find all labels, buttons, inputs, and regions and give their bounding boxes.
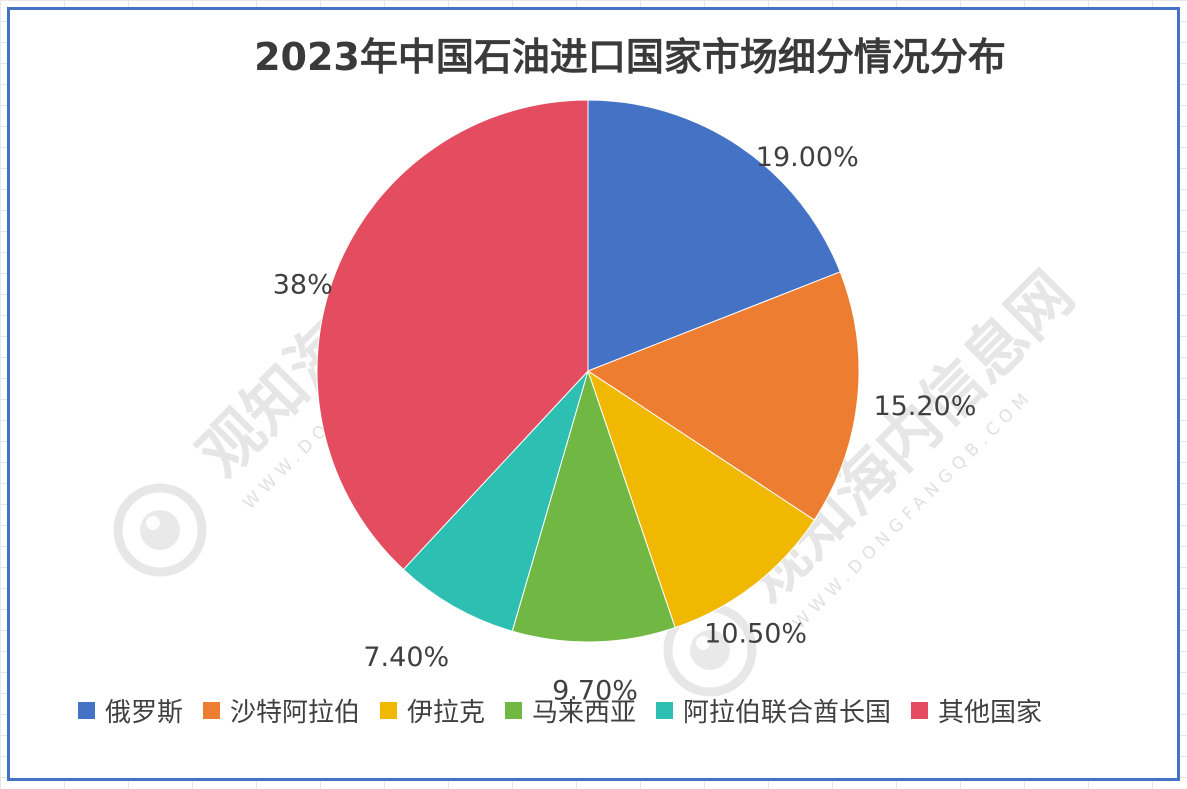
legend: 俄罗斯 沙特阿拉伯 伊拉克 马来西亚 阿拉伯联合酋长国 其他国家 bbox=[78, 698, 1042, 728]
pie-slice-6[interactable] bbox=[316, 99, 589, 571]
legend-label: 俄罗斯 bbox=[105, 698, 183, 728]
legend-label: 沙特阿拉伯 bbox=[230, 698, 360, 728]
pie-slice-1[interactable] bbox=[587, 99, 841, 372]
data-label-3: 10.50% bbox=[704, 619, 807, 650]
data-label-5: 7.40% bbox=[363, 642, 449, 673]
legend-item-4[interactable]: 马来西亚 bbox=[505, 698, 636, 728]
pie-chart: 观知海内信息网 WWW.DONGFANGQB.COM 观知海内信息网 WWW.D… bbox=[78, 35, 1088, 728]
legend-label: 其他国家 bbox=[938, 698, 1042, 728]
legend-swatch bbox=[78, 702, 95, 719]
legend-label: 马来西亚 bbox=[532, 698, 636, 728]
legend-label: 伊拉克 bbox=[407, 698, 485, 728]
data-labels: 19.00% 15.20% 10.50% 9.70% 7.40% 38% bbox=[273, 142, 977, 706]
data-label-2: 15.20% bbox=[873, 391, 976, 422]
pie-slices bbox=[316, 99, 860, 643]
legend-swatch bbox=[505, 702, 522, 719]
pie-slice-3[interactable] bbox=[587, 369, 816, 629]
legend-swatch bbox=[911, 702, 928, 719]
legend-swatch bbox=[203, 702, 220, 719]
legend-item-2[interactable]: 沙特阿拉伯 bbox=[203, 698, 360, 728]
pie-slice-5[interactable] bbox=[402, 370, 589, 632]
legend-swatch bbox=[380, 702, 397, 719]
legend-item-5[interactable]: 阿拉伯联合酋长国 bbox=[656, 698, 891, 728]
pie-slice-4[interactable] bbox=[511, 369, 676, 643]
legend-label: 阿拉伯联合酋长国 bbox=[683, 698, 891, 728]
legend-item-1[interactable]: 俄罗斯 bbox=[78, 698, 183, 728]
data-label-1: 19.00% bbox=[756, 142, 859, 173]
data-label-4: 9.70% bbox=[552, 676, 638, 707]
chart-title: 2023年中国石油进口国家市场细分情况分布 bbox=[254, 35, 1006, 79]
chart-container[interactable]: 观知海内信息网 WWW.DONGFANGQB.COM 观知海内信息网 WWW.D… bbox=[7, 7, 1180, 781]
data-label-6: 38% bbox=[273, 269, 333, 300]
legend-item-3[interactable]: 伊拉克 bbox=[380, 698, 485, 728]
legend-item-6[interactable]: 其他国家 bbox=[911, 698, 1042, 728]
legend-swatch bbox=[656, 702, 673, 719]
pie-slice-2[interactable] bbox=[586, 271, 860, 521]
